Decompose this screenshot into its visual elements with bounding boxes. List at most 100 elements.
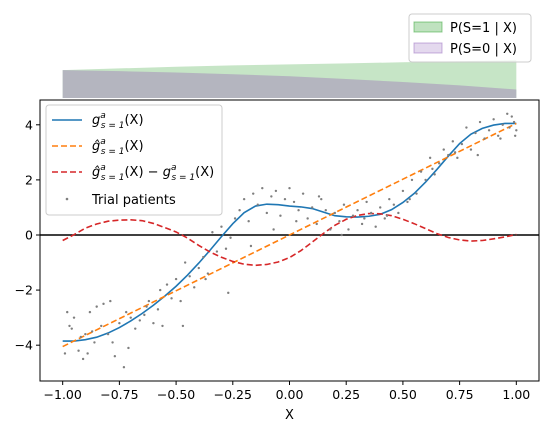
y-tick-label: −2 [15, 283, 33, 298]
area-p-s0-tint [62, 70, 517, 98]
trial-patient-point [515, 129, 518, 132]
legend-marker [65, 197, 69, 201]
trial-patient-point [374, 225, 377, 228]
trial-patient-point [317, 195, 321, 198]
trial-patient-point [499, 137, 502, 140]
trial-patient-point [197, 266, 200, 270]
legend-label: ga s = 1(X) [92, 111, 144, 131]
trial-patient-point [283, 197, 287, 201]
trial-patient-point [122, 366, 126, 369]
trial-patient-point [84, 332, 87, 336]
trial-patient-point [211, 231, 214, 234]
trial-patient-point [451, 140, 455, 143]
trial-patient-point [356, 209, 359, 212]
trial-patient-point [392, 203, 396, 206]
trial-patient-point [204, 277, 207, 281]
trial-patient-point [109, 299, 112, 303]
trial-patient-point [174, 277, 178, 281]
trial-patient-point [138, 319, 141, 322]
trial-patient-point [297, 209, 300, 212]
trial-patient-point [306, 217, 309, 220]
trial-patient-point [68, 324, 71, 328]
trial-patient-point [365, 200, 368, 204]
x-axis-label: X [285, 408, 294, 423]
trial-patient-point [474, 131, 477, 135]
trial-patient-point [379, 206, 382, 209]
trial-patient-point [406, 200, 409, 204]
legend-label: ĝa s = 1(X) − ga s = 1(X) [92, 163, 214, 183]
series-line-2 [62, 212, 517, 267]
trial-patient-point [324, 209, 327, 212]
legend-label: P(S=0 | X) [450, 42, 517, 57]
trial-patient-point [159, 288, 162, 292]
legend-label: ĝa s = 1(X) [92, 137, 144, 157]
trial-patient-point [170, 297, 173, 300]
outcome-regression-panel: −1.00 −0.75 −0.50 −0.25 0.00 0.25 0.50 0.75 1.00… [15, 99, 540, 423]
trial-patient-point [233, 217, 237, 220]
trial-patient-point [134, 327, 137, 330]
trial-patient-point [227, 291, 230, 295]
trial-patient-point [363, 217, 366, 220]
trial-patient-point [252, 192, 255, 195]
trial-patient-point [63, 352, 67, 355]
trial-patient-point [383, 217, 386, 220]
x-tick-label: −0.25 [214, 387, 252, 402]
trial-patient-point [388, 197, 391, 201]
trial-patient-point [401, 189, 405, 193]
trial-patient-point [492, 118, 495, 121]
trial-patient-point [385, 214, 389, 217]
trial-patient-point [129, 316, 132, 319]
trial-patient-point [410, 178, 414, 182]
trial-patient-point [279, 214, 282, 217]
trial-patient-point [79, 335, 83, 339]
trial-patient-point [88, 310, 92, 314]
trial-patient-point [111, 341, 114, 344]
trial-patient-point [301, 192, 305, 195]
trial-patient-point [70, 327, 73, 330]
trial-patient-point [272, 228, 275, 231]
trial-patient-point [152, 321, 155, 325]
x-tick-label: 0.25 [332, 387, 360, 402]
legend-frame [408, 13, 532, 63]
trial-patient-point [261, 186, 264, 190]
trial-patient-point [460, 142, 464, 146]
y-tick-label: 4 [25, 117, 33, 132]
trial-patient-point [77, 349, 80, 352]
trial-patient-point [242, 197, 246, 201]
trial-patient-point [310, 206, 314, 209]
area-p-s0 [62, 70, 517, 98]
trial-patient-point [90, 330, 94, 333]
trial-patient-point [397, 211, 400, 215]
trial-patient-point [512, 120, 516, 124]
trial-patient-point [342, 203, 346, 206]
trial-patient-point [265, 211, 269, 215]
trial-patient-point [165, 283, 169, 286]
legend-label: Trial patients [91, 193, 176, 208]
trial-patient-point [106, 332, 110, 336]
x-tick-label: −0.75 [100, 387, 138, 402]
outcome-regression-legend: ga s = 1(X) ĝa s = 1(X) ĝa s = 1(X) − ga s = 1… [45, 104, 223, 216]
trial-patient-point [81, 357, 85, 361]
series-line-1 [62, 122, 517, 348]
trial-patient-point [476, 153, 479, 157]
trial-patient-point [193, 286, 196, 289]
trial-patient-point [465, 126, 468, 129]
trial-patient-point [127, 346, 130, 350]
series-line-0 [62, 122, 517, 342]
trial-patient-point [206, 272, 210, 275]
trial-patient-point [483, 137, 486, 140]
trial-patient-point [329, 228, 332, 231]
trial-patient-point [295, 220, 298, 223]
trial-patient-point [438, 162, 441, 165]
trial-patient-point [433, 173, 436, 176]
trial-patient-point [431, 167, 434, 171]
trial-patient-point [456, 156, 459, 160]
y-tick-label: 2 [25, 172, 33, 187]
trial-patient-point [415, 192, 418, 195]
legend-swatch [413, 21, 443, 33]
trial-patient-point [369, 211, 373, 215]
legend-frame [45, 104, 223, 216]
trial-patient-point [102, 302, 105, 306]
trial-patient-point [419, 170, 423, 173]
